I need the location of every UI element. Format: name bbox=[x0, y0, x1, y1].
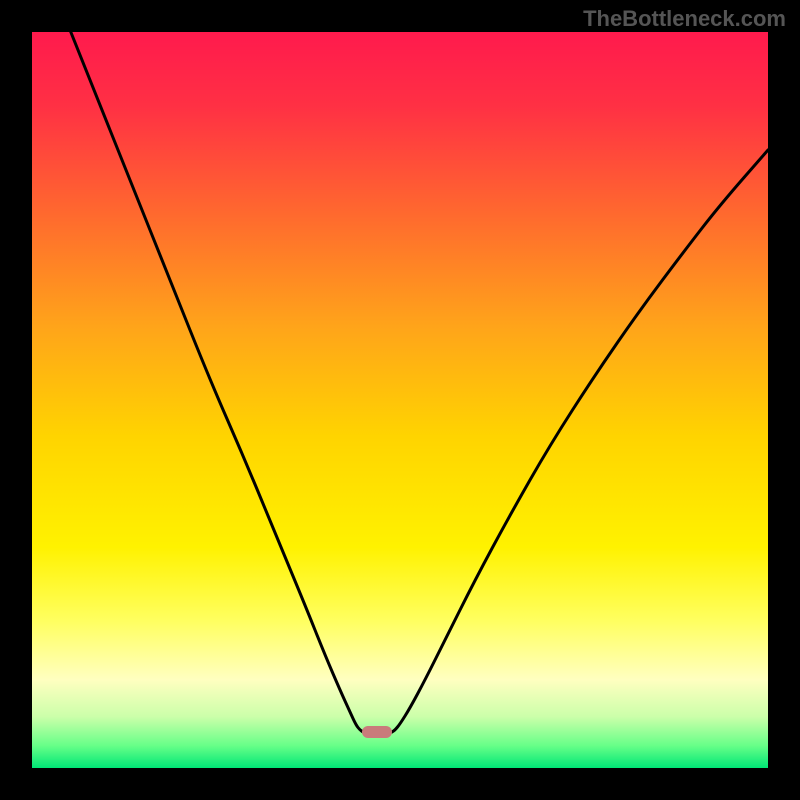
watermark-text: TheBottleneck.com bbox=[583, 6, 786, 32]
bottleneck-curve-svg bbox=[0, 0, 800, 800]
curve-right-branch bbox=[392, 150, 768, 732]
curve-left-branch bbox=[58, 0, 363, 732]
bottleneck-marker bbox=[362, 726, 392, 738]
